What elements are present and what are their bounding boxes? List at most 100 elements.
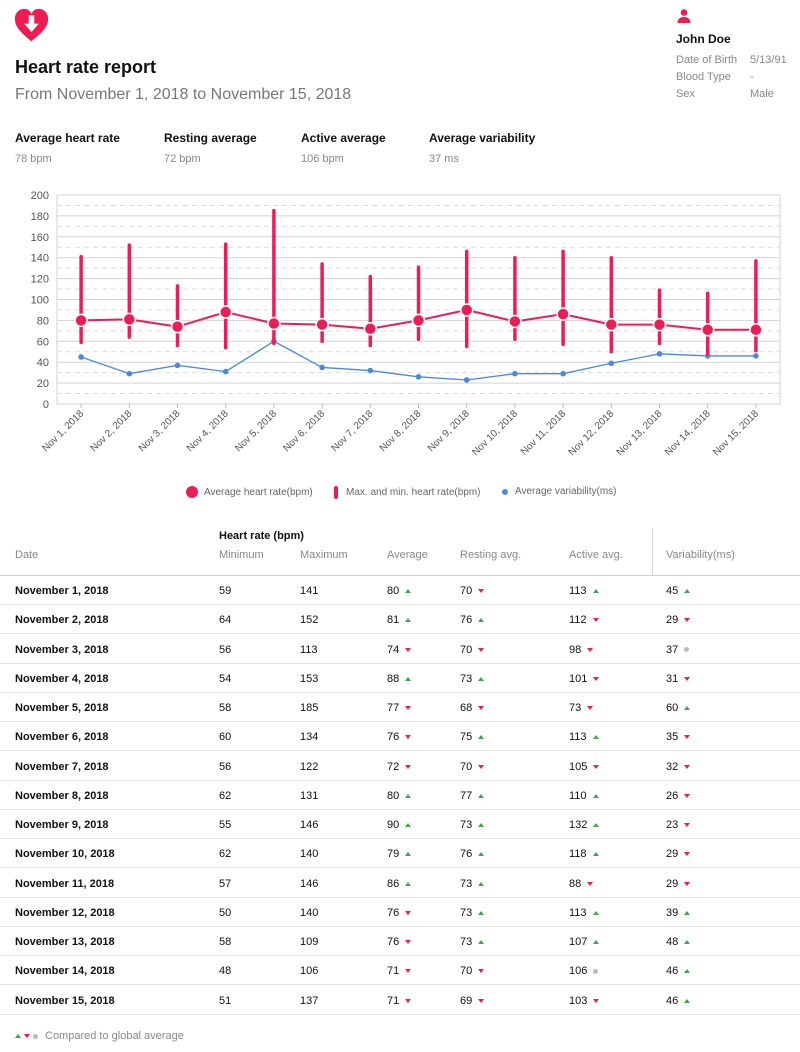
x-tick-label: Nov 8, 2018 [378, 408, 424, 454]
cell-resting-value: 73 [460, 936, 473, 948]
legend-item-range[interactable]: Max. and min. heart rate(bpm) [334, 486, 481, 499]
column-header-maximum: Maximum [300, 549, 348, 561]
table-row[interactable]: November 13, 2018 58 109 76 73 107 48 [0, 927, 800, 956]
cell-resting: 70 [460, 965, 485, 977]
down-arrow-icon [587, 647, 594, 652]
cell-date: November 12, 2018 [15, 907, 115, 919]
column-header-minimum: Minimum [219, 549, 264, 561]
cell-date-value: November 13, 2018 [15, 936, 115, 948]
cell-date: November 3, 2018 [15, 644, 109, 656]
legend-item-variability[interactable]: Average variability(ms) [502, 486, 617, 497]
table-row[interactable]: November 12, 2018 50 140 76 73 113 39 [0, 898, 800, 927]
average-point [749, 323, 763, 337]
up-arrow-icon [592, 852, 599, 857]
down-arrow-icon [684, 764, 691, 769]
neutral-dot-icon [684, 647, 690, 652]
cell-maximum: 131 [300, 790, 318, 802]
cell-minimum-value: 64 [219, 614, 232, 627]
profile-value: Male [750, 88, 774, 100]
table-row[interactable]: November 11, 2018 57 146 86 73 88 29 [0, 869, 800, 898]
column-header-average: Average [387, 549, 428, 561]
cell-minimum-value: 58 [219, 702, 232, 714]
table-row[interactable]: November 2, 2018 64 152 81 76 112 29 [0, 605, 800, 635]
cell-variability-value: 23 [666, 819, 679, 831]
table-row[interactable]: November 7, 2018 56 122 72 70 105 32 [0, 752, 800, 781]
average-point [556, 307, 570, 321]
summary-active-average: Active average 106 bpm [301, 131, 386, 165]
up-arrow-icon [684, 589, 691, 593]
cell-date: November 14, 2018 [15, 965, 115, 977]
down-arrow-icon [478, 998, 485, 1003]
table-row[interactable]: November 14, 2018 48 106 71 70 106 46 [0, 956, 800, 986]
cell-date-value: November 8, 2018 [15, 789, 109, 802]
cell-resting: 73 [460, 673, 485, 685]
cell-date: November 1, 2018 [15, 585, 109, 597]
up-arrow-icon [405, 589, 412, 593]
cell-variability: 31 [666, 673, 691, 685]
up-arrow-icon [478, 881, 485, 886]
cell-variability: 29 [666, 877, 691, 890]
cell-resting: 70 [460, 644, 485, 656]
table-row[interactable]: November 3, 2018 56 113 74 70 98 37 [0, 635, 800, 664]
up-arrow-icon [684, 969, 691, 974]
profile-label: Date of Birth [676, 54, 738, 66]
cell-average: 76 [387, 731, 412, 743]
cell-resting-value: 69 [460, 994, 473, 1007]
down-arrow-icon [478, 706, 485, 710]
cell-variability-value: 29 [666, 877, 679, 890]
cell-minimum: 57 [219, 878, 231, 890]
cell-minimum-value: 51 [219, 994, 232, 1007]
column-divider [652, 528, 653, 575]
cell-active-value: 107 [569, 936, 588, 948]
cell-maximum: 106 [300, 965, 318, 977]
cell-active: 103 [569, 995, 600, 1007]
cell-resting: 69 [460, 994, 485, 1007]
average-point [267, 316, 281, 331]
cell-resting: 68 [460, 702, 485, 714]
down-arrow-icon [684, 881, 691, 886]
cell-active: 118 [569, 848, 599, 860]
legend-item-average[interactable]: Average heart rate(bpm) [186, 486, 313, 498]
table-row[interactable]: November 5, 2018 58 185 77 68 73 60 [0, 693, 800, 722]
down-arrow-icon [405, 910, 412, 915]
down-arrow-icon [593, 998, 600, 1003]
cell-average-value: 90 [387, 819, 400, 831]
x-tick-label: Nov 11, 2018 [519, 408, 569, 458]
table-row[interactable]: November 4, 2018 54 153 88 73 101 31 [0, 664, 800, 693]
cell-minimum-value: 56 [219, 760, 232, 773]
x-tick-label: Nov 4, 2018 [185, 408, 231, 454]
table-row[interactable]: November 1, 2018 59 141 80 70 113 45 [0, 576, 800, 605]
cell-active: 88 [569, 878, 594, 890]
cell-average-value: 81 [387, 614, 400, 627]
cell-maximum-value: 185 [300, 702, 319, 714]
table-row[interactable]: November 8, 2018 62 131 80 77 110 26 [0, 781, 800, 810]
table-row[interactable]: November 6, 2018 60 134 76 75 113 35 [0, 722, 800, 752]
up-arrow-icon [592, 910, 599, 915]
down-arrow-icon [587, 881, 594, 886]
cell-maximum: 146 [300, 878, 318, 890]
cell-minimum-value: 60 [219, 731, 232, 744]
up-arrow-icon [478, 618, 485, 623]
cell-maximum-value: 122 [300, 760, 319, 773]
cell-active-value: 118 [569, 848, 587, 861]
x-tick-label: Nov 2, 2018 [89, 408, 135, 454]
cell-date-value: November 9, 2018 [15, 819, 109, 831]
cell-maximum-value: 113 [300, 643, 318, 656]
down-arrow-icon [405, 735, 412, 740]
cell-average-value: 76 [387, 906, 400, 919]
cell-active-value: 98 [569, 643, 582, 656]
down-arrow-icon [684, 618, 691, 623]
y-tick-label: 180 [31, 211, 49, 223]
cell-maximum: 109 [300, 936, 318, 948]
cell-active-value: 112 [569, 614, 587, 627]
cell-minimum: 54 [219, 673, 231, 685]
cell-maximum: 153 [300, 673, 318, 685]
cell-resting: 70 [460, 585, 485, 597]
table-row[interactable]: November 9, 2018 55 146 90 73 132 23 [0, 810, 800, 839]
table-row[interactable]: November 15, 2018 51 137 71 69 103 46 [0, 986, 800, 1015]
cell-active: 106 [569, 965, 599, 977]
x-tick-label: Nov 14, 2018 [663, 408, 713, 458]
table-row[interactable]: November 10, 2018 62 140 79 76 118 29 [0, 839, 800, 869]
down-arrow-icon [405, 940, 412, 944]
cell-minimum-value: 54 [219, 672, 232, 685]
